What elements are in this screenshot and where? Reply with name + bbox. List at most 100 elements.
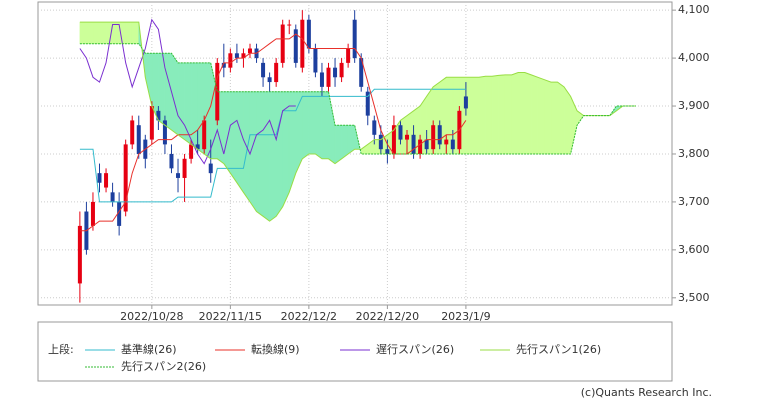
x-tick-label: 2022/11/15	[199, 310, 262, 323]
candle-body	[359, 58, 364, 87]
cloud	[544, 79, 552, 155]
candle-body	[411, 134, 416, 154]
candle-body	[306, 19, 311, 49]
candle-body	[162, 120, 167, 145]
cloud	[262, 91, 270, 222]
candle-body	[385, 149, 390, 154]
candle-body	[110, 192, 115, 202]
candle-body	[372, 120, 377, 135]
candle-body	[90, 201, 95, 226]
candle-body	[319, 72, 324, 87]
candle-body	[418, 139, 423, 154]
candle-body	[97, 173, 102, 183]
cloud	[112, 21, 120, 44]
candle-body	[398, 125, 403, 140]
cloud	[92, 21, 100, 44]
cloud	[236, 91, 244, 194]
candle-body	[234, 53, 239, 59]
cloud	[86, 21, 94, 44]
cloud	[472, 77, 480, 155]
cloud	[223, 91, 231, 174]
candle-body	[136, 125, 141, 154]
series-line	[79, 18, 296, 165]
candle-body	[437, 125, 442, 145]
x-tick-label: 2023/1/9	[441, 310, 490, 323]
legend-title: 上段:	[48, 342, 74, 356]
candle-body	[431, 125, 436, 150]
candle-body	[123, 144, 128, 212]
cloud	[177, 62, 185, 141]
cloud	[524, 72, 532, 155]
y-tick-label: 4,100	[678, 3, 710, 16]
cloud	[321, 91, 329, 160]
cloud	[230, 91, 238, 184]
cloud	[302, 91, 310, 160]
candle-body	[247, 48, 252, 54]
legend-label: 転換線(9)	[251, 342, 300, 356]
candle-body	[149, 106, 154, 140]
candle-body	[261, 62, 266, 78]
cloud	[315, 91, 323, 160]
y-tick-label: 3,600	[678, 243, 710, 256]
cloud	[269, 91, 277, 222]
cloud	[79, 21, 87, 44]
candle-body	[352, 19, 357, 59]
candle-body	[189, 144, 194, 159]
candle-body	[77, 225, 82, 284]
candle-body	[228, 53, 233, 68]
candle-body	[287, 24, 292, 26]
candle-body	[391, 125, 396, 154]
candle-body	[182, 158, 187, 178]
cloud	[485, 76, 493, 155]
candle-body	[130, 120, 135, 145]
candle-body	[313, 48, 318, 73]
candle-body	[117, 201, 122, 226]
legend-label: 遅行スパン(26)	[376, 343, 454, 356]
candle-body	[365, 91, 370, 116]
candle-body	[104, 173, 109, 188]
series-line	[79, 43, 636, 155]
cloud	[504, 74, 512, 155]
cloud	[563, 86, 571, 155]
cloud	[537, 76, 545, 155]
cloud	[99, 21, 107, 44]
cloud	[125, 21, 133, 44]
candle-body	[221, 62, 226, 68]
cloud	[498, 74, 506, 155]
cloud	[341, 124, 349, 160]
x-tick-label: 2022/12/20	[356, 310, 419, 323]
cloud	[550, 81, 558, 155]
y-tick-label: 3,500	[678, 291, 710, 304]
y-tick-label: 3,900	[678, 99, 710, 112]
candle-body	[450, 139, 455, 150]
candle-body	[405, 134, 410, 140]
candle-body	[444, 139, 449, 145]
candle-body	[339, 62, 344, 78]
candle-body	[346, 48, 351, 63]
legend-label: 基準線(26)	[121, 342, 177, 356]
x-tick-label: 2022/10/28	[120, 310, 183, 323]
cloud	[275, 91, 283, 218]
candle-body	[241, 53, 246, 59]
cloud	[517, 72, 526, 155]
candle-body	[326, 67, 331, 87]
cloud	[465, 77, 473, 155]
cloud	[531, 74, 539, 155]
candle-body	[378, 134, 383, 150]
candle-body	[333, 67, 338, 78]
candle-body	[424, 139, 429, 150]
cloud	[131, 21, 140, 44]
y-tick-label: 3,800	[678, 147, 710, 160]
series-line	[79, 21, 636, 222]
candle-body	[195, 144, 200, 150]
cloud	[164, 53, 172, 131]
candle-body	[300, 19, 305, 68]
legend-label: 先行スパン1(26)	[516, 343, 601, 356]
y-tick-label: 4,000	[678, 51, 710, 64]
candle-body	[202, 120, 207, 150]
cloud	[478, 76, 486, 155]
candle-body	[156, 110, 161, 121]
cloud	[491, 75, 499, 155]
x-tick-label: 2022/12/2	[281, 310, 337, 323]
legend-box	[37, 321, 673, 382]
